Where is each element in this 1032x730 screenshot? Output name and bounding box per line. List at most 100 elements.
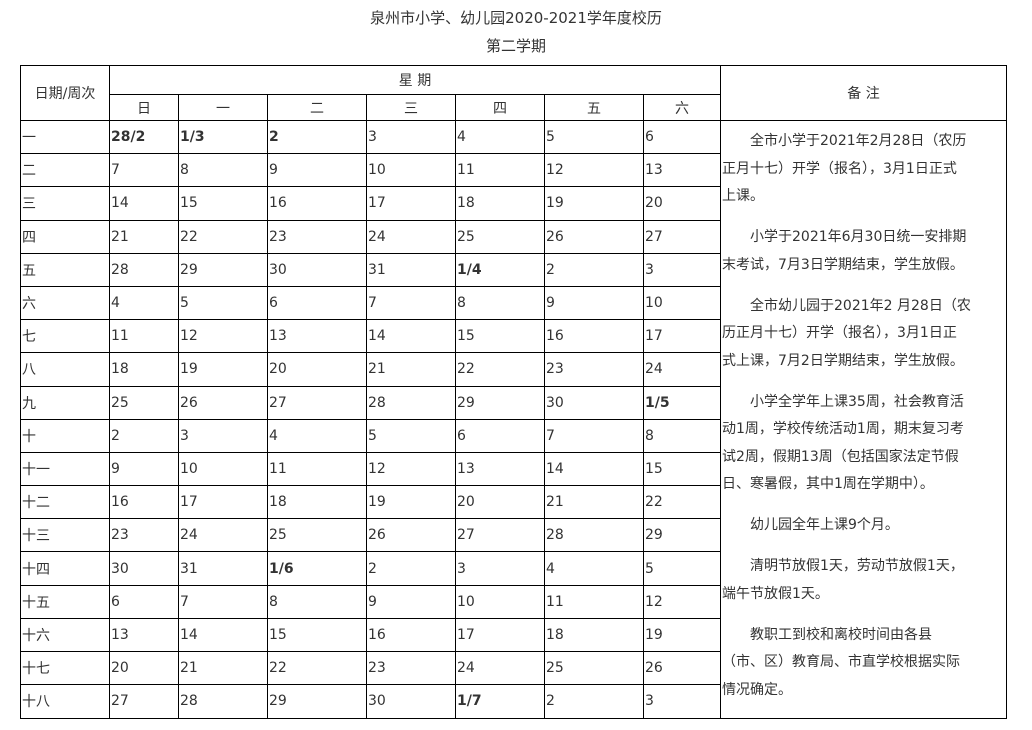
date-cell: 30 <box>544 385 644 420</box>
date-cell: 16 <box>544 319 644 354</box>
date-cell: 24 <box>455 650 545 686</box>
date-cell: 19 <box>544 186 644 221</box>
table-row: 十六 13 14 15 16 17 18 19 <box>20 617 1007 653</box>
table-row: 十八 27 28 29 30 1/7 2 3 <box>20 684 1007 719</box>
weekday-header: 二 <box>267 94 367 121</box>
weekday-header: 三 <box>366 94 456 121</box>
date-cell: 15 <box>455 319 545 354</box>
date-cell: 29 <box>178 252 268 287</box>
date-cell: 17 <box>642 319 722 354</box>
date-cell: 30 <box>109 551 179 586</box>
date-cell: 24 <box>642 352 722 387</box>
date-cell: 12 <box>366 451 456 487</box>
school-calendar-table: 日期/周次 星 期 备 注 日一二三四五六 一 28/2 1/3 2 3 4 5 6 全市小学于… <box>20 65 1008 719</box>
table-row: 十七 20 21 22 23 24 25 26 <box>20 650 1007 686</box>
date-cell: 25 <box>109 385 179 420</box>
date-cell: 16 <box>109 485 179 520</box>
table-row: 三 14 15 16 17 18 19 20 <box>20 186 1007 221</box>
date-cell: 3 <box>455 551 545 586</box>
note-line: 小学全学年上课35周，社会教育活 <box>750 393 964 410</box>
weekday-header: 四 <box>455 94 545 121</box>
date-cell: 2 <box>544 252 644 287</box>
date-cell: 4 <box>544 551 644 586</box>
note-line: 端午节放假1天。 <box>722 585 829 602</box>
date-cell: 21 <box>544 485 644 520</box>
table-row: 十三 23 24 25 26 27 28 29 <box>20 518 1007 553</box>
date-cell: 27 <box>455 518 545 553</box>
date-cell: 5 <box>544 119 644 155</box>
weekday-header: 五 <box>544 94 644 121</box>
note-line: 上课。 <box>722 188 765 204</box>
date-cell: 8 <box>178 153 268 188</box>
date-cell: 30 <box>267 252 367 287</box>
date-cell: 22 <box>178 219 268 254</box>
date-cell: 20 <box>642 186 722 221</box>
date-cell: 29 <box>267 684 367 719</box>
week-number-cell: 十六 <box>20 617 110 653</box>
note-paragraph: 教职工到校和离校时间由各县 （市、区）教育局、市直学校根据实际 情况确定。 <box>722 622 1006 705</box>
date-cell: 23 <box>366 650 456 686</box>
date-cell: 23 <box>544 352 644 387</box>
table-row: 十五 6 7 8 9 10 11 12 <box>20 584 1007 619</box>
date-cell: 17 <box>455 617 545 653</box>
note-line: 日、寒暑假，其中1周在学期中）。 <box>722 476 934 492</box>
date-cell: 5 <box>366 418 456 453</box>
date-cell: 19 <box>178 352 268 387</box>
date-cell: 1/6 <box>267 551 367 586</box>
date-cell: 3 <box>642 252 722 287</box>
table-row: 六 4 5 6 7 8 9 10 <box>20 285 1007 321</box>
week-number-cell: 六 <box>20 285 110 321</box>
date-cell: 5 <box>178 285 268 321</box>
note-line: 全市幼儿园于2021年2 月28日（农 <box>750 297 971 314</box>
note-paragraph: 全市小学于2021年2月28日（农历 正月十七）开学（报名），3月1日正式 上课。 <box>722 128 1006 211</box>
date-cell: 27 <box>109 684 179 719</box>
date-cell: 3 <box>366 119 456 155</box>
date-cell: 24 <box>366 219 456 254</box>
date-cell: 26 <box>366 518 456 553</box>
week-number-cell: 三 <box>20 186 110 221</box>
date-cell: 19 <box>642 617 722 653</box>
date-cell: 6 <box>267 285 367 321</box>
date-cell: 6 <box>455 418 545 453</box>
note-line: 全市小学于2021年2月28日（农历 <box>750 133 967 149</box>
note-line: 动1周，学校传统活动1周，期末复习考 <box>722 421 964 437</box>
note-line: 历正月十七）开学（报名），3月1日正 <box>722 325 957 341</box>
date-cell: 22 <box>267 650 367 686</box>
date-cell: 27 <box>642 219 722 254</box>
week-number-cell: 八 <box>20 352 110 387</box>
weekday-header: 六 <box>642 94 722 121</box>
date-cell: 8 <box>267 584 367 619</box>
date-cell: 8 <box>455 285 545 321</box>
date-cell: 18 <box>544 617 644 653</box>
date-cell: 20 <box>267 352 367 387</box>
date-cell: 2 <box>267 119 367 155</box>
date-cell: 7 <box>178 584 268 619</box>
note-line: 式上课，7月2日学期结束，学生放假。 <box>722 352 964 369</box>
note-paragraph: 小学于2021年6月30日统一安排期 末考试，7月3日学期结束，学生放假。 <box>722 224 1006 279</box>
page-title: 泉州市小学、幼儿园2020-2021学年度校历 <box>370 9 662 27</box>
date-cell: 7 <box>109 153 179 188</box>
date-cell: 15 <box>642 451 722 487</box>
date-cell: 2 <box>544 684 644 719</box>
note-paragraph: 清明节放假1天，劳动节放假1天， 端午节放假1天。 <box>722 553 1006 608</box>
date-cell: 9 <box>109 451 179 487</box>
date-cell: 10 <box>366 153 456 188</box>
week-number-cell: 十二 <box>20 485 110 520</box>
date-cell: 23 <box>109 518 179 553</box>
week-number-cell: 十五 <box>20 584 110 619</box>
date-cell: 28 <box>178 684 268 719</box>
table-row: 四 21 22 23 24 25 26 27 <box>20 219 1007 254</box>
date-cell: 11 <box>267 451 367 487</box>
date-cell: 13 <box>267 319 367 354</box>
note-line: 清明节放假1天，劳动节放假1天， <box>750 558 964 574</box>
week-number-cell: 一 <box>20 119 110 155</box>
date-cell: 17 <box>366 186 456 221</box>
date-cell: 12 <box>178 319 268 354</box>
date-cell: 20 <box>455 485 545 520</box>
date-cell: 1/3 <box>178 119 268 155</box>
page-subtitle: 第二学期 <box>485 37 546 55</box>
date-cell: 9 <box>267 153 367 188</box>
note-paragraph: 小学全学年上课35周，社会教育活 动1周，学校传统活动1周，期末复习考 试2周，假期… <box>722 389 1006 499</box>
note-line: 幼儿园全年上课9个月。 <box>750 517 899 533</box>
